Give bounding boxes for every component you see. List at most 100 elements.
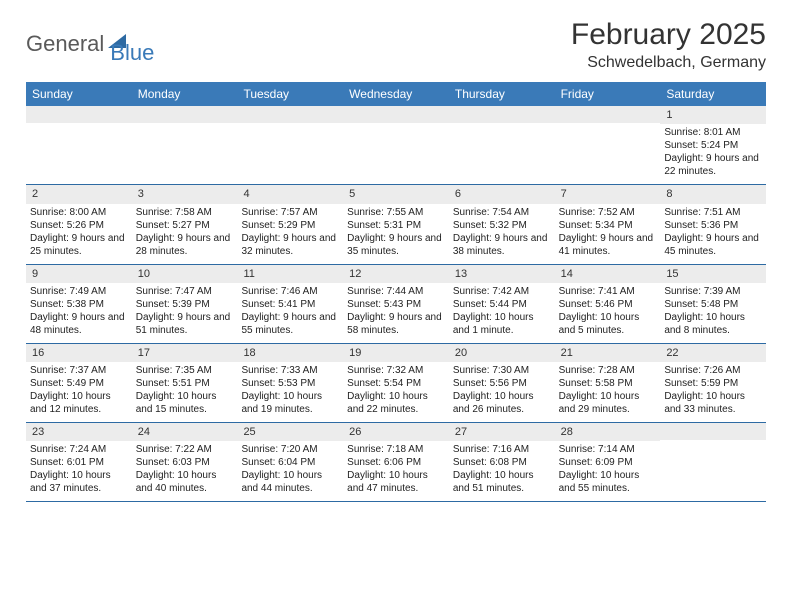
- calendar-cell: [555, 106, 661, 184]
- daylight-text: Daylight: 9 hours and 28 minutes.: [136, 232, 234, 258]
- sunset-text: Sunset: 5:43 PM: [347, 298, 445, 311]
- calendar-cell: 19 Sunrise: 7:32 AMSunset: 5:54 PMDayligh…: [343, 344, 449, 422]
- title-block: February 2025 Schwedelbach, Germany: [571, 18, 766, 72]
- month-title: February 2025: [571, 18, 766, 52]
- day-number: 28: [555, 423, 661, 441]
- day-number: 11: [237, 265, 343, 283]
- daylight-text: Daylight: 10 hours and 26 minutes.: [453, 390, 551, 416]
- day-number: [237, 106, 343, 123]
- day-number: 19: [343, 344, 449, 362]
- sunrise-text: Sunrise: 7:20 AM: [241, 443, 339, 456]
- day-number: 16: [26, 344, 132, 362]
- sunrise-text: Sunrise: 7:24 AM: [30, 443, 128, 456]
- daylight-text: Daylight: 10 hours and 12 minutes.: [30, 390, 128, 416]
- calendar-week: 16Sunrise: 7:37 AMSunset: 5:49 PMDayligh…: [26, 343, 766, 422]
- day-number: 15: [660, 265, 766, 283]
- sunrise-text: Sunrise: 7:47 AM: [136, 285, 234, 298]
- sunset-text: Sunset: 5:48 PM: [664, 298, 762, 311]
- day-number: 26: [343, 423, 449, 441]
- sunrise-text: Sunrise: 8:01 AM: [664, 126, 762, 139]
- calendar-cell: 5Sunrise: 7:55 AMSunset: 5:31 PMDaylight…: [343, 185, 449, 263]
- brand-part1: General: [26, 31, 104, 57]
- sunset-text: Sunset: 5:31 PM: [347, 219, 445, 232]
- calendar-cell: [343, 106, 449, 184]
- sunrise-text: Sunrise: 7:30 AM: [453, 364, 551, 377]
- sunrise-text: Sunrise: 7:16 AM: [453, 443, 551, 456]
- weekday-label: Wednesday: [343, 82, 449, 106]
- daylight-text: Daylight: 10 hours and 33 minutes.: [664, 390, 762, 416]
- weekday-label: Thursday: [449, 82, 555, 106]
- daylight-text: Daylight: 10 hours and 29 minutes.: [559, 390, 657, 416]
- sunrise-text: Sunrise: 7:18 AM: [347, 443, 445, 456]
- calendar-week: 23Sunrise: 7:24 AMSunset: 6:01 PMDayligh…: [26, 422, 766, 502]
- calendar-cell: 20Sunrise: 7:30 AMSunset: 5:56 PMDayligh…: [449, 344, 555, 422]
- day-number: 7: [555, 185, 661, 203]
- sunset-text: Sunset: 6:06 PM: [347, 456, 445, 469]
- calendar-cell: 1Sunrise: 8:01 AMSunset: 5:24 PMDaylight…: [660, 106, 766, 184]
- day-number: 22: [660, 344, 766, 362]
- day-number: 20: [449, 344, 555, 362]
- weekday-label: Friday: [555, 82, 661, 106]
- sunset-text: Sunset: 5:34 PM: [559, 219, 657, 232]
- sunrise-text: Sunrise: 7:57 AM: [241, 206, 339, 219]
- daylight-text: Daylight: 9 hours and 58 minutes.: [347, 311, 445, 337]
- day-number: 17: [132, 344, 238, 362]
- calendar-cell: [449, 106, 555, 184]
- calendar-cell: 9Sunrise: 7:49 AMSunset: 5:38 PMDaylight…: [26, 265, 132, 343]
- daylight-text: Daylight: 10 hours and 22 minutes.: [347, 390, 445, 416]
- daylight-text: Daylight: 10 hours and 19 minutes.: [241, 390, 339, 416]
- sunrise-text: Sunrise: 7:37 AM: [30, 364, 128, 377]
- brand-part2: Blue: [110, 40, 154, 66]
- sunset-text: Sunset: 5:32 PM: [453, 219, 551, 232]
- sunrise-text: Sunrise: 7:35 AM: [136, 364, 234, 377]
- calendar-cell: 4Sunrise: 7:57 AMSunset: 5:29 PMDaylight…: [237, 185, 343, 263]
- daylight-text: Daylight: 10 hours and 44 minutes.: [241, 469, 339, 495]
- weekday-label: Sunday: [26, 82, 132, 106]
- sunrise-text: Sunrise: 7:26 AM: [664, 364, 762, 377]
- day-number: 6: [449, 185, 555, 203]
- day-number: [660, 423, 766, 440]
- sunrise-text: Sunrise: 7:32 AM: [347, 364, 445, 377]
- calendar-cell: 2Sunrise: 8:00 AMSunset: 5:26 PMDaylight…: [26, 185, 132, 263]
- daylight-text: Daylight: 9 hours and 35 minutes.: [347, 232, 445, 258]
- calendar-cell: 18Sunrise: 7:33 AMSunset: 5:53 PMDayligh…: [237, 344, 343, 422]
- calendar-week: 2Sunrise: 8:00 AMSunset: 5:26 PMDaylight…: [26, 184, 766, 263]
- calendar-cell: 22Sunrise: 7:26 AMSunset: 5:59 PMDayligh…: [660, 344, 766, 422]
- daylight-text: Daylight: 9 hours and 48 minutes.: [30, 311, 128, 337]
- day-number: 10: [132, 265, 238, 283]
- sunrise-text: Sunrise: 7:42 AM: [453, 285, 551, 298]
- sunset-text: Sunset: 5:53 PM: [241, 377, 339, 390]
- daylight-text: Daylight: 10 hours and 1 minute.: [453, 311, 551, 337]
- daylight-text: Daylight: 9 hours and 25 minutes.: [30, 232, 128, 258]
- calendar-grid: 1Sunrise: 8:01 AMSunset: 5:24 PMDaylight…: [26, 106, 766, 502]
- sunrise-text: Sunrise: 7:58 AM: [136, 206, 234, 219]
- calendar-cell: 13Sunrise: 7:42 AMSunset: 5:44 PMDayligh…: [449, 265, 555, 343]
- weekday-label: Monday: [132, 82, 238, 106]
- sunset-text: Sunset: 5:49 PM: [30, 377, 128, 390]
- day-number: 1: [660, 106, 766, 124]
- day-number: 4: [237, 185, 343, 203]
- sunset-text: Sunset: 5:27 PM: [136, 219, 234, 232]
- daylight-text: Daylight: 10 hours and 40 minutes.: [136, 469, 234, 495]
- day-number: 9: [26, 265, 132, 283]
- calendar-cell: 3Sunrise: 7:58 AMSunset: 5:27 PMDaylight…: [132, 185, 238, 263]
- sunset-text: Sunset: 5:26 PM: [30, 219, 128, 232]
- calendar-cell: 27Sunrise: 7:16 AMSunset: 6:08 PMDayligh…: [449, 423, 555, 501]
- calendar-cell: 12Sunrise: 7:44 AMSunset: 5:43 PMDayligh…: [343, 265, 449, 343]
- sunrise-text: Sunrise: 7:46 AM: [241, 285, 339, 298]
- calendar-cell: 10Sunrise: 7:47 AMSunset: 5:39 PMDayligh…: [132, 265, 238, 343]
- day-number: 14: [555, 265, 661, 283]
- daylight-text: Daylight: 9 hours and 55 minutes.: [241, 311, 339, 337]
- day-number: 27: [449, 423, 555, 441]
- calendar-cell: 23Sunrise: 7:24 AMSunset: 6:01 PMDayligh…: [26, 423, 132, 501]
- sunrise-text: Sunrise: 7:49 AM: [30, 285, 128, 298]
- calendar-cell: 11Sunrise: 7:46 AMSunset: 5:41 PMDayligh…: [237, 265, 343, 343]
- sunset-text: Sunset: 5:54 PM: [347, 377, 445, 390]
- day-number: [26, 106, 132, 123]
- header: General Blue February 2025 Schwedelbach,…: [26, 18, 766, 72]
- daylight-text: Daylight: 9 hours and 38 minutes.: [453, 232, 551, 258]
- sunrise-text: Sunrise: 7:22 AM: [136, 443, 234, 456]
- sunset-text: Sunset: 5:51 PM: [136, 377, 234, 390]
- daylight-text: Daylight: 9 hours and 45 minutes.: [664, 232, 762, 258]
- sunset-text: Sunset: 6:01 PM: [30, 456, 128, 469]
